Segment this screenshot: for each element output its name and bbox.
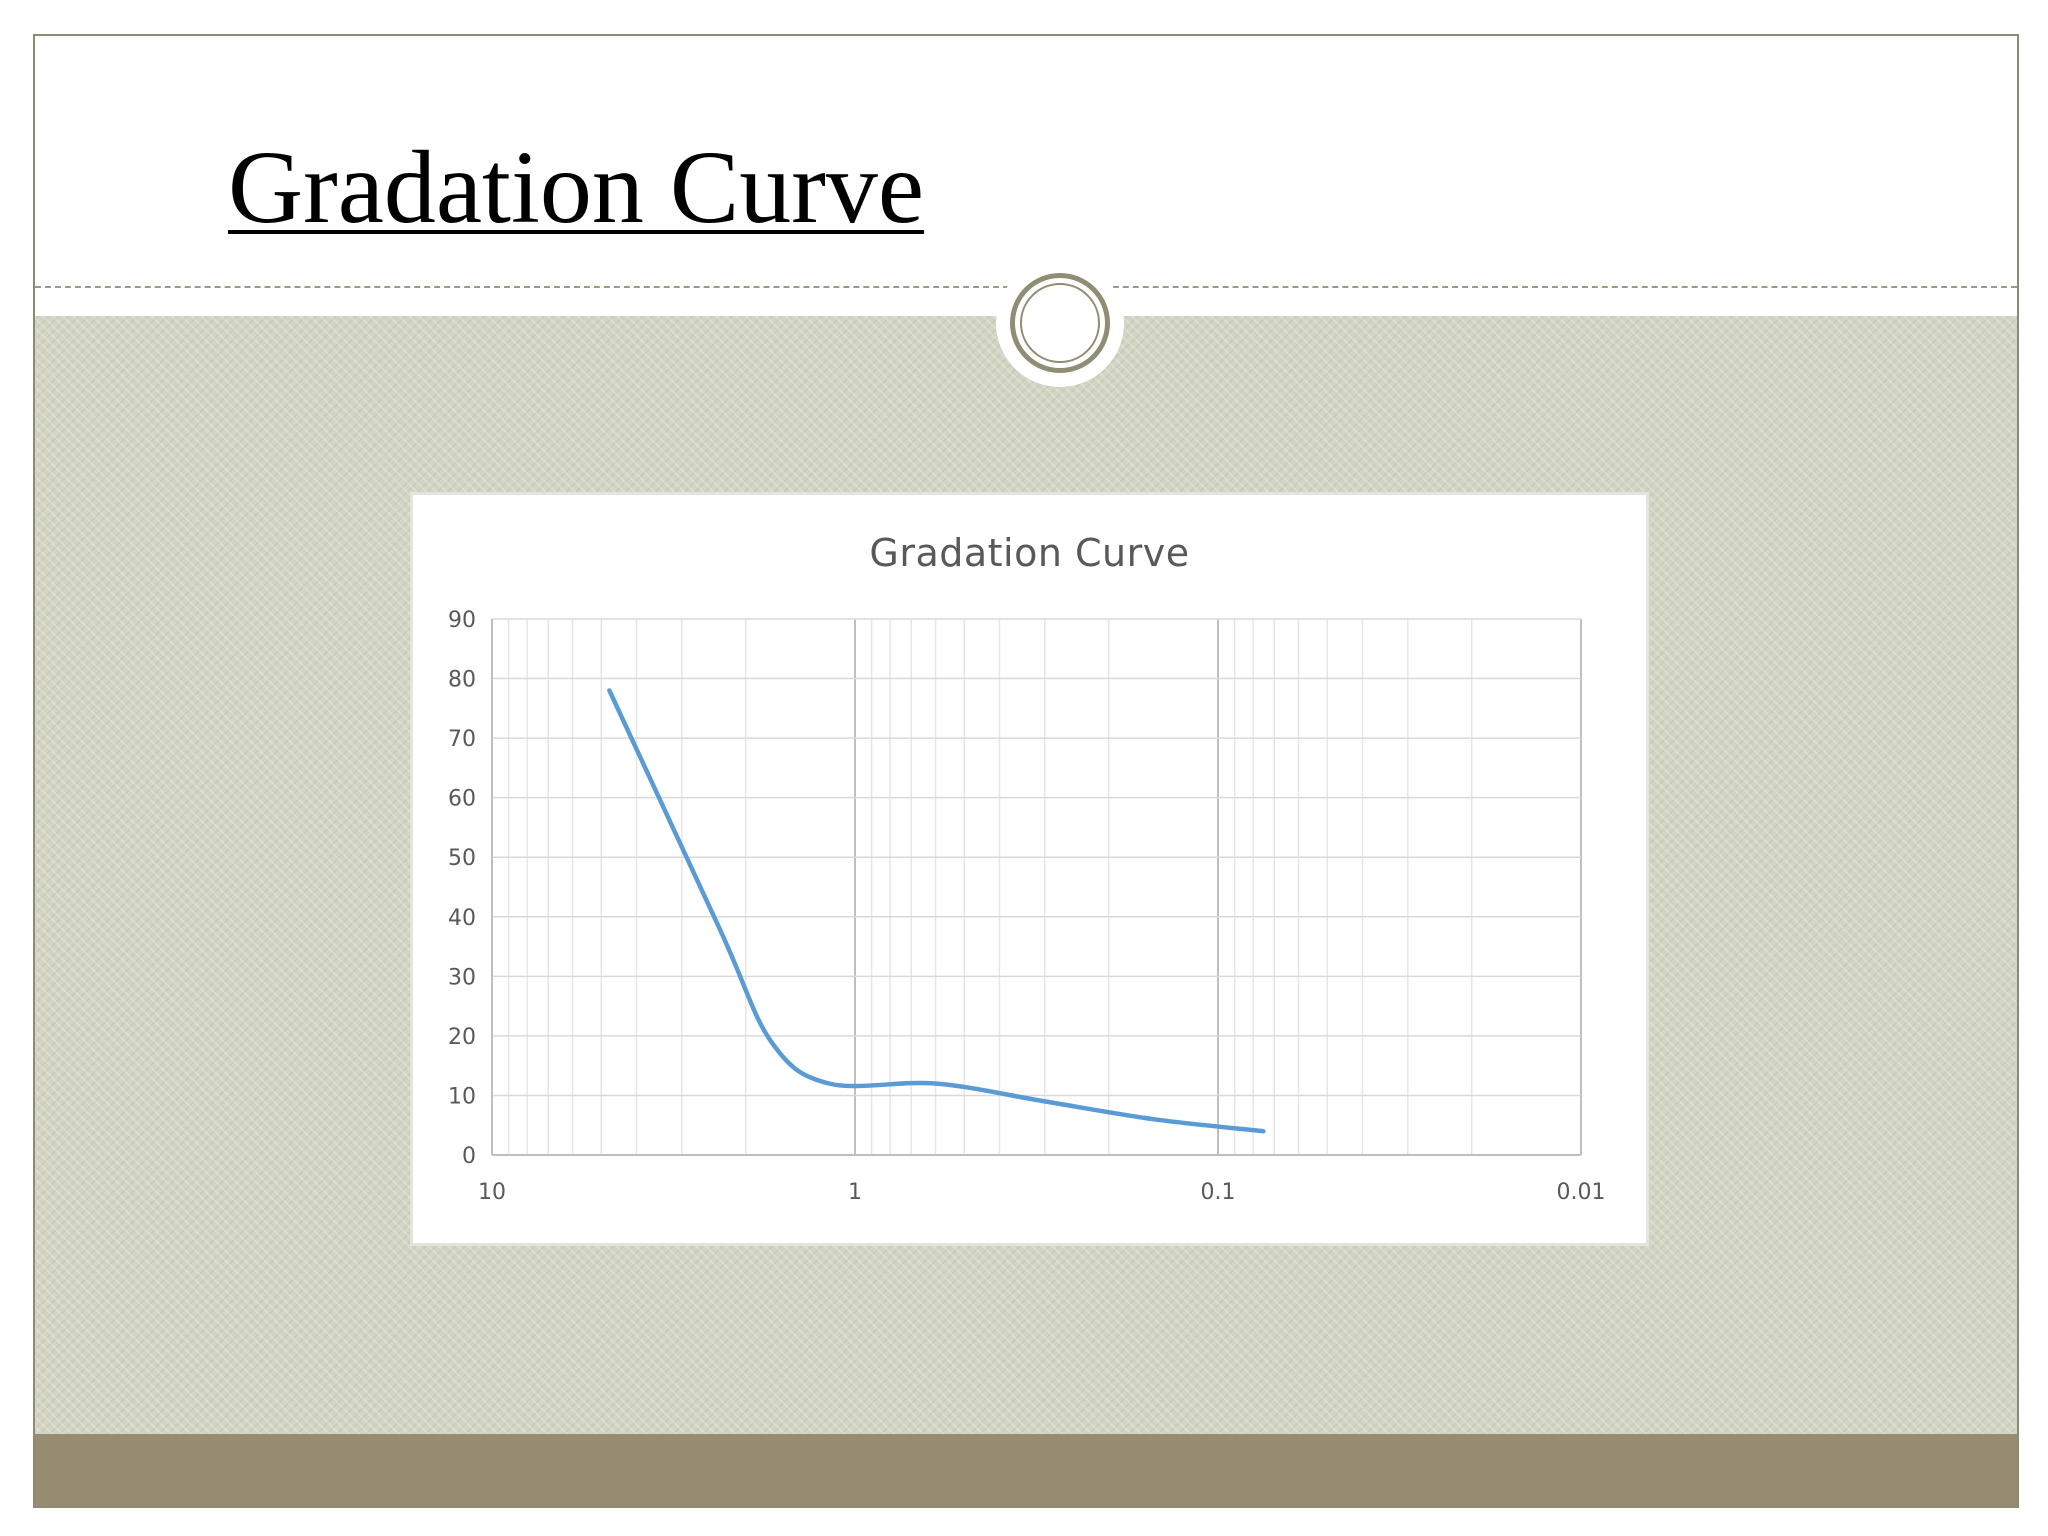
slide: Gradation Curve Gradation Curve 0 10 20 30 4… [33,34,2019,1508]
y-tick-label: 10 [448,1084,476,1109]
y-tick-label: 60 [448,787,476,812]
content-area [35,316,2017,1438]
y-tick-label: 40 [448,906,476,931]
x-tick-label: 10 [478,1180,506,1205]
footer-bar [35,1434,2017,1506]
y-tick-label: 90 [448,608,476,633]
y-tick-label: 0 [462,1144,476,1169]
chart-title: Gradation Curve [869,531,1190,575]
y-tick-label: 80 [448,668,476,693]
series-line [607,688,1266,1134]
emblem-ring [1010,273,1110,373]
x-tick-label: 0.01 [1557,1180,1606,1205]
y-tick-label: 70 [448,727,476,752]
slide-title: Gradation Curve [228,130,925,245]
y-tick-label: 50 [448,846,476,871]
chart-card: Gradation Curve 0 10 20 30 40 50 60 70 80 90 10 1 0.… [413,495,1646,1243]
y-tick-label: 30 [448,965,476,990]
x-tick-label: 0.1 [1201,1180,1236,1205]
x-tick-label: 1 [848,1180,862,1205]
y-tick-label: 20 [448,1025,476,1050]
emblem-circle-icon [996,259,1124,387]
